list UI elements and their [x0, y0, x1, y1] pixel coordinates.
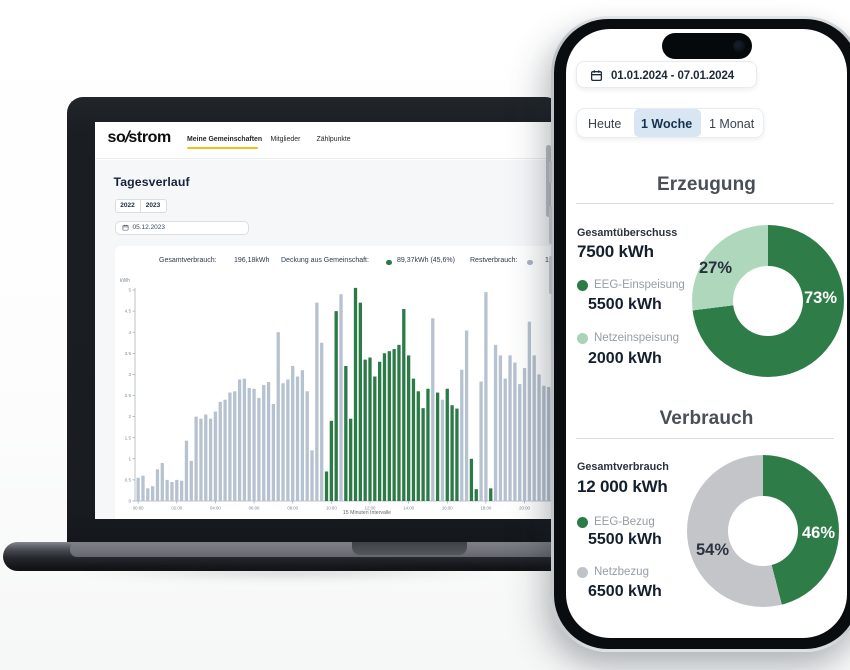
svg-text:12:00: 12:00	[364, 506, 375, 511]
svg-text:10:00: 10:00	[325, 506, 336, 511]
svg-text:4.5: 4.5	[124, 309, 131, 314]
svg-text:04:00: 04:00	[210, 506, 221, 511]
svg-text:20:00: 20:00	[519, 506, 530, 511]
svg-text:2.5: 2.5	[124, 393, 131, 398]
svg-text:1.5: 1.5	[124, 435, 131, 440]
svg-text:06:00: 06:00	[248, 506, 259, 511]
svg-text:3.5: 3.5	[124, 351, 131, 356]
svg-text:0: 0	[128, 499, 131, 504]
svg-text:kWh: kWh	[120, 278, 130, 284]
svg-text:00:00: 00:00	[132, 506, 143, 511]
svg-text:4: 4	[128, 330, 131, 335]
svg-text:14:00: 14:00	[403, 506, 414, 511]
svg-text:1: 1	[128, 456, 131, 461]
svg-text:16:00: 16:00	[441, 506, 452, 511]
svg-text:3: 3	[128, 372, 131, 377]
svg-text:02:00: 02:00	[171, 506, 182, 511]
svg-text:08:00: 08:00	[287, 506, 298, 511]
svg-text:15 Minuten Intervalle: 15 Minuten Intervalle	[342, 510, 390, 516]
svg-text:18:00: 18:00	[480, 506, 491, 511]
svg-text:0.5: 0.5	[124, 478, 131, 483]
svg-text:5: 5	[128, 288, 131, 293]
svg-text:2: 2	[128, 414, 131, 419]
